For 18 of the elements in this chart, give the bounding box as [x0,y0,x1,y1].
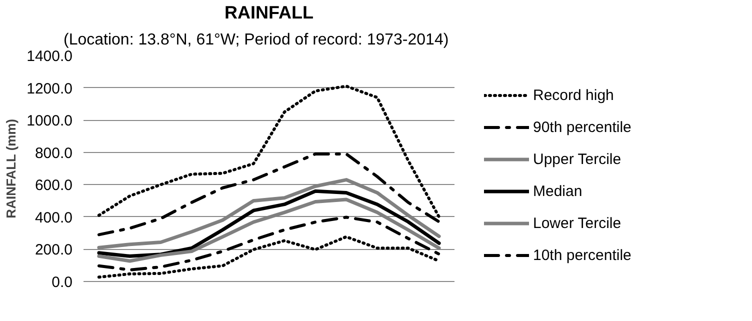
y-tick-label: 1200.0 [26,80,73,98]
legend-label: Upper Tercile [533,150,622,168]
y-tick-label: 400.0 [34,209,73,226]
legend-label: Record high [533,86,614,104]
y-axis-title: RAINFALL (mm) [4,118,19,218]
legend-label: 90th percentile [533,118,632,136]
y-tick-label: 0.0 [52,274,73,291]
legend-label: Lower Tercile [533,214,622,232]
legend-label: 10th percentile [533,246,632,264]
chart-title: RAINFALL [224,2,314,22]
y-tick-label: 200.0 [34,242,73,259]
y-tick-label: 1000.0 [26,112,73,130]
chart-subtitle: (Location: 13.8°N, 61°W; Period of record: 1973-2014) [64,32,449,48]
y-tick-label: 600.0 [34,177,73,194]
y-tick-label: 800.0 [34,144,73,162]
line-series [97,189,441,258]
y-tick-label: 1400.0 [26,48,73,65]
legend-label: Median [533,182,582,200]
